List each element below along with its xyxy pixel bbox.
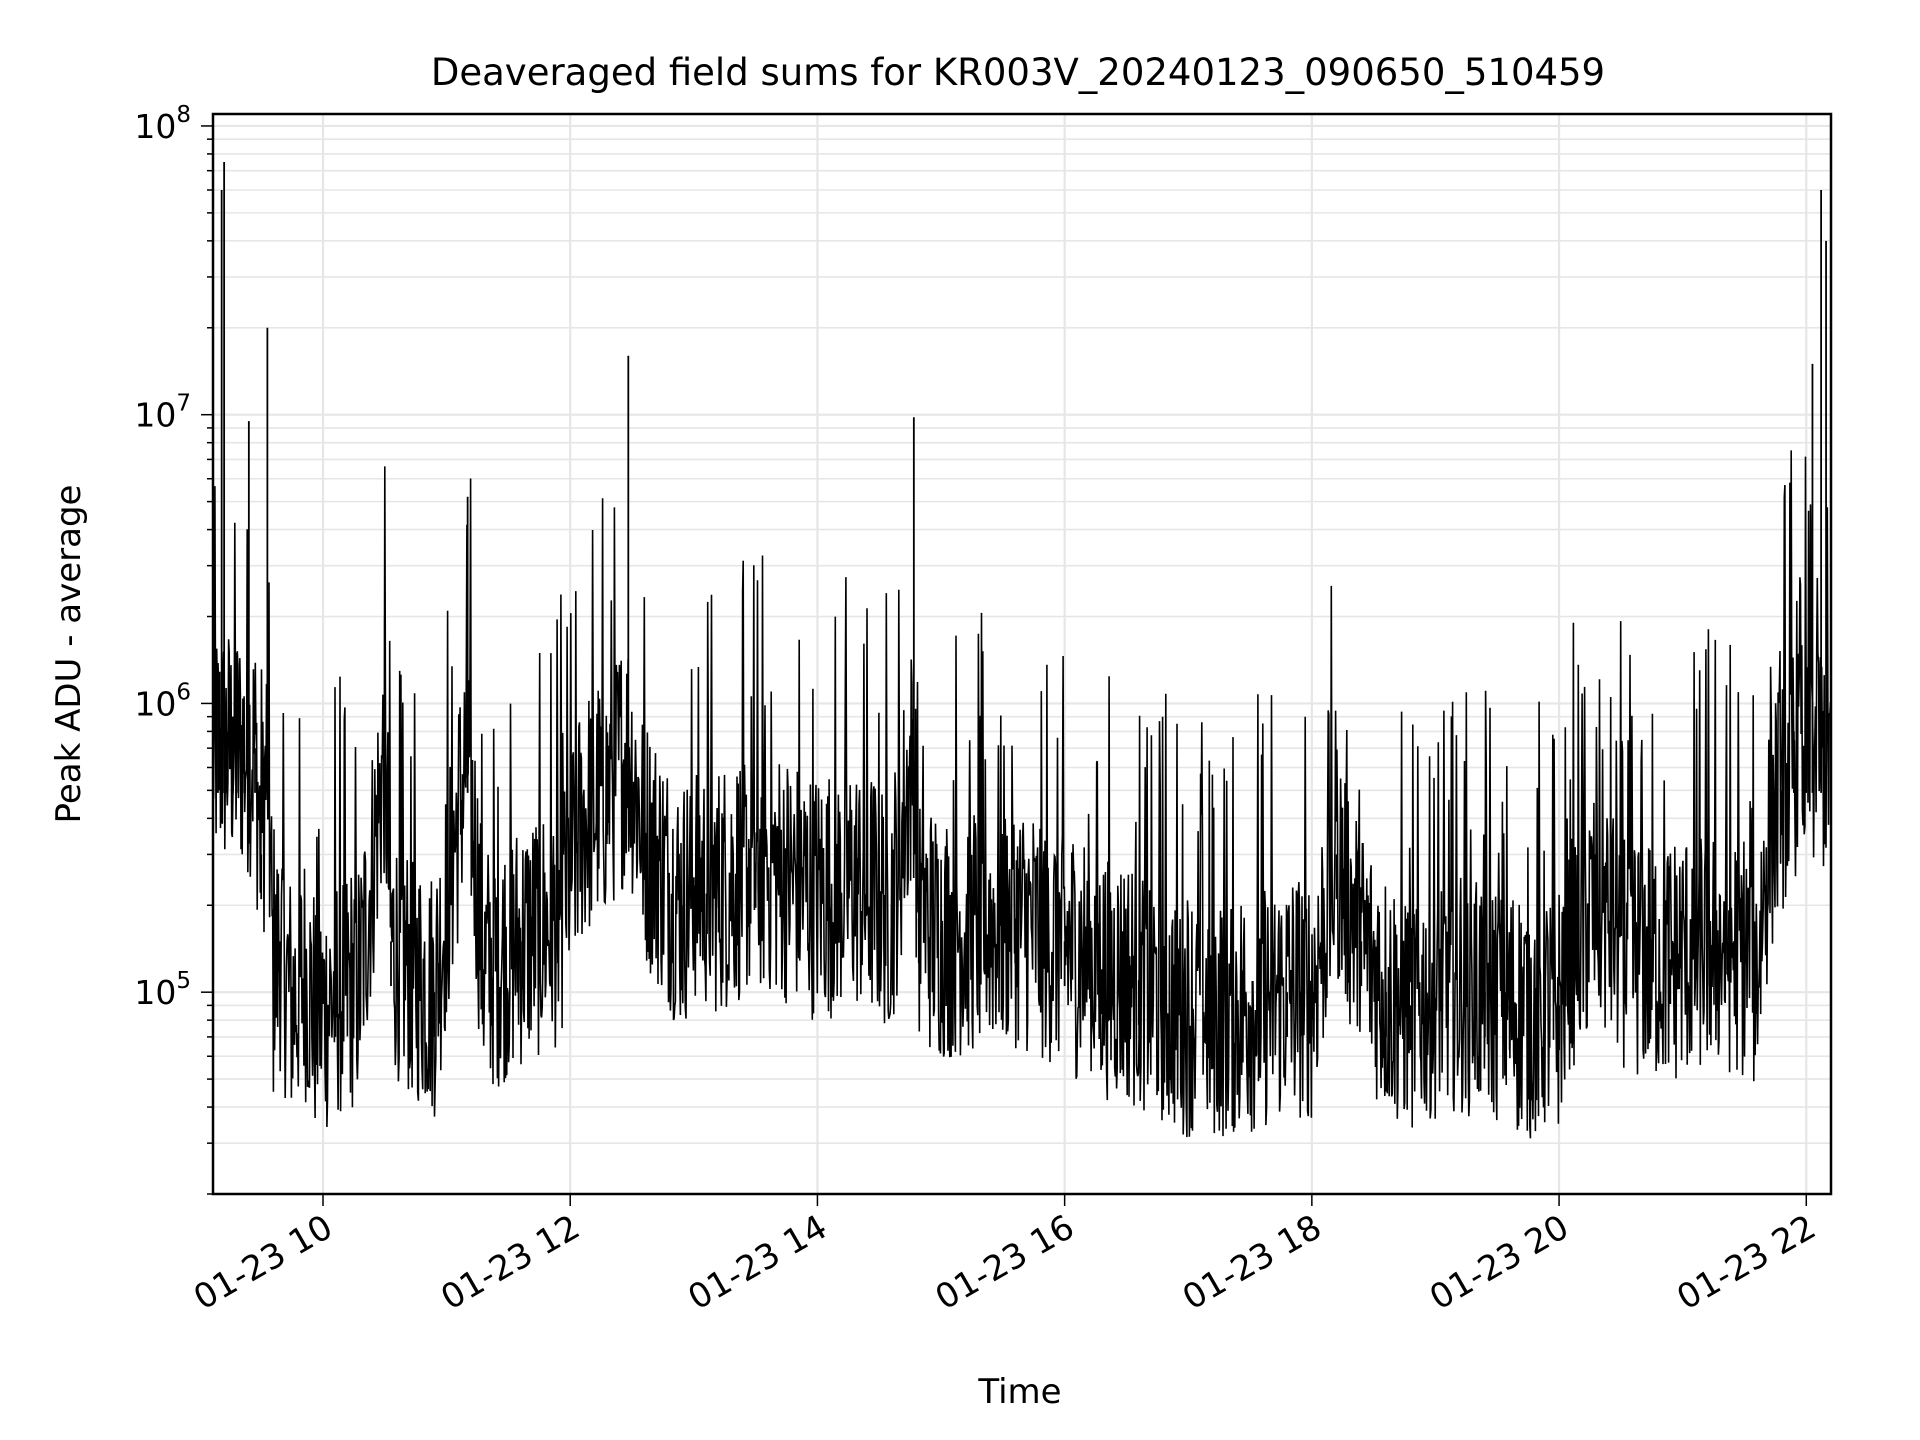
x-axis: 01-23 10 01-23 12 01-23 14 01-23 16 01-23 18…: [187, 1194, 1823, 1318]
y-axis-label: Peak ADU - average: [49, 485, 89, 824]
x-tick-label: 01-23 20: [1423, 1207, 1575, 1318]
plot-area: [211, 112, 1833, 1196]
y-tick-label: 107: [134, 391, 191, 435]
chart-title: Deaveraged field sums for KR003V_2024012…: [431, 51, 1605, 94]
y-tick-label: 108: [134, 102, 191, 146]
grid: [213, 114, 1831, 1195]
x-tick-label: 01-23 18: [1176, 1207, 1328, 1318]
y-axis: 105 106 107 108: [134, 102, 213, 1195]
x-tick-label: 01-23 10: [187, 1207, 339, 1318]
data-line: [212, 450, 1832, 1139]
x-tick-label: 01-23 16: [929, 1207, 1081, 1318]
x-tick-label: 01-23 12: [434, 1207, 586, 1318]
x-tick-label: 01-23 22: [1670, 1207, 1822, 1318]
y-tick-label: 105: [134, 968, 191, 1012]
x-axis-label: Time: [977, 1372, 1061, 1412]
y-tick-label: 106: [134, 679, 191, 723]
x-tick-label: 01-23 14: [682, 1207, 834, 1318]
series-line: [212, 450, 1832, 1139]
